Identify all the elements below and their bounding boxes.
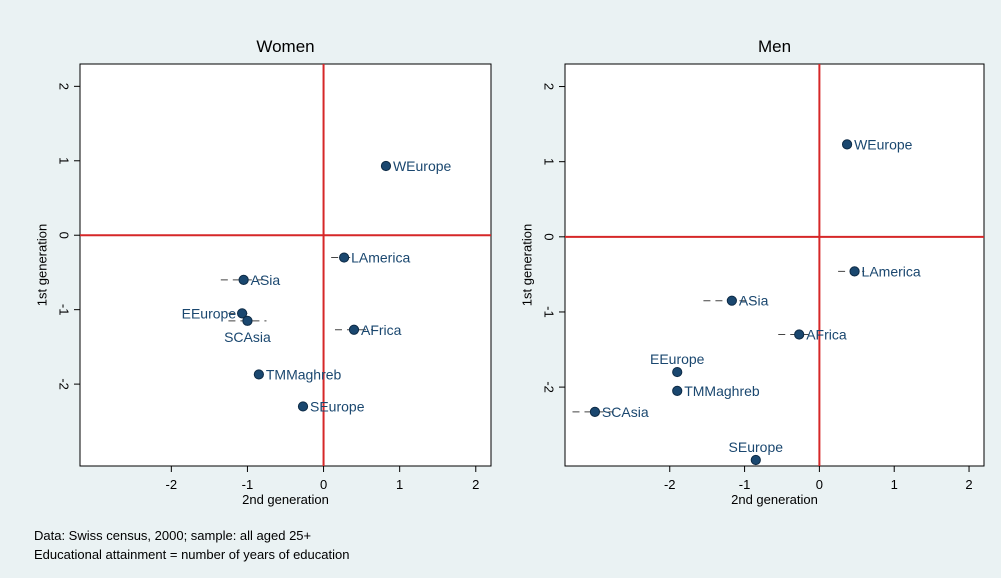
men-x-axis-label: 2nd generation	[731, 492, 818, 507]
men-y-tick-label: 1	[542, 158, 557, 165]
women-x-tick-label: -2	[166, 477, 178, 492]
women-label-scasia: SCAsia	[224, 329, 271, 345]
men-label-scasia: SCAsia	[602, 404, 649, 420]
men-point-weurope	[841, 139, 853, 150]
women-point-eeurope	[237, 308, 248, 319]
men-label-asia: ASia	[739, 293, 769, 309]
men-point-scasia	[589, 406, 601, 417]
women-y-axis-label: 1st generation	[35, 224, 50, 306]
men-point-seurope	[750, 454, 761, 466]
women-x-axis-label: 2nd generation	[242, 492, 329, 507]
men-label-weurope: WEurope	[854, 136, 913, 152]
men-label-seurope: SEurope	[729, 439, 784, 455]
women-point-tmmaghreb	[253, 369, 264, 380]
women-y-tick-label: -2	[57, 378, 72, 390]
men-label-africa: AFrica	[806, 327, 847, 343]
women-panel: Women -2 -1 0 1 2 -2 -1 0 1 2 2nd generation 1st gen…	[35, 37, 492, 507]
data-source-note: Data: Swiss census, 2000; sample: all ag…	[34, 528, 312, 543]
attainment-note: Educational attainment = number of years…	[34, 547, 350, 562]
women-label-africa: AFrica	[361, 322, 402, 338]
women-point-asia	[238, 274, 249, 285]
women-label-asia: ASia	[251, 272, 281, 288]
women-plot-area	[79, 63, 492, 467]
men-plot-area	[564, 63, 985, 467]
men-y-tick-label: 0	[542, 233, 557, 240]
women-chart-title: Women	[256, 37, 314, 56]
women-label-seurope: SEurope	[310, 398, 365, 414]
women-label-eeurope: EEurope	[182, 305, 237, 321]
men-point-eeurope	[672, 366, 683, 378]
women-point-africa	[348, 324, 360, 335]
men-x-tick-label: -1	[739, 477, 751, 492]
men-y-tick-label: 2	[542, 83, 557, 90]
women-x-tick-label: -1	[242, 477, 254, 492]
men-point-africa	[794, 329, 805, 340]
men-point-lamerica	[849, 266, 860, 277]
men-y-tick-label: -1	[542, 306, 557, 318]
women-label-lamerica: LAmerica	[351, 250, 410, 266]
women-y-tick-label: -1	[57, 304, 72, 316]
men-label-lamerica: LAmerica	[862, 263, 921, 279]
men-x-tick-label: -2	[664, 477, 676, 492]
women-x-tick-label: 0	[320, 477, 327, 492]
women-y-tick-label: 0	[57, 232, 72, 239]
women-x-tick-label: 1	[396, 477, 403, 492]
women-label-tmmaghreb: TMMaghreb	[266, 366, 342, 382]
women-y-tick-label: 2	[57, 83, 72, 90]
men-label-tmmaghreb: TMMaghreb	[684, 383, 760, 399]
men-x-tick-label: 2	[965, 477, 972, 492]
women-point-weurope	[380, 160, 392, 172]
men-panel: Men -2 -1 0 1 2 -2 -1 0 1 2 2nd generation 1st gener…	[520, 37, 985, 507]
men-y-axis-label: 1st generation	[520, 224, 535, 306]
men-x-tick-label: 1	[891, 477, 898, 492]
men-label-eeurope: EEurope	[650, 351, 705, 367]
men-x-tick-label: 0	[816, 477, 823, 492]
women-x-tick-label: 2	[472, 477, 479, 492]
women-point-scasia	[242, 315, 253, 326]
men-point-asia	[726, 295, 737, 306]
women-point-lamerica	[339, 252, 350, 263]
women-point-seurope	[297, 401, 309, 412]
women-y-tick-label: 1	[57, 157, 72, 164]
men-chart-title: Men	[758, 37, 791, 56]
men-point-tmmaghreb	[672, 385, 683, 396]
women-label-weurope: WEurope	[393, 158, 452, 174]
men-y-tick-label: -2	[542, 381, 557, 393]
